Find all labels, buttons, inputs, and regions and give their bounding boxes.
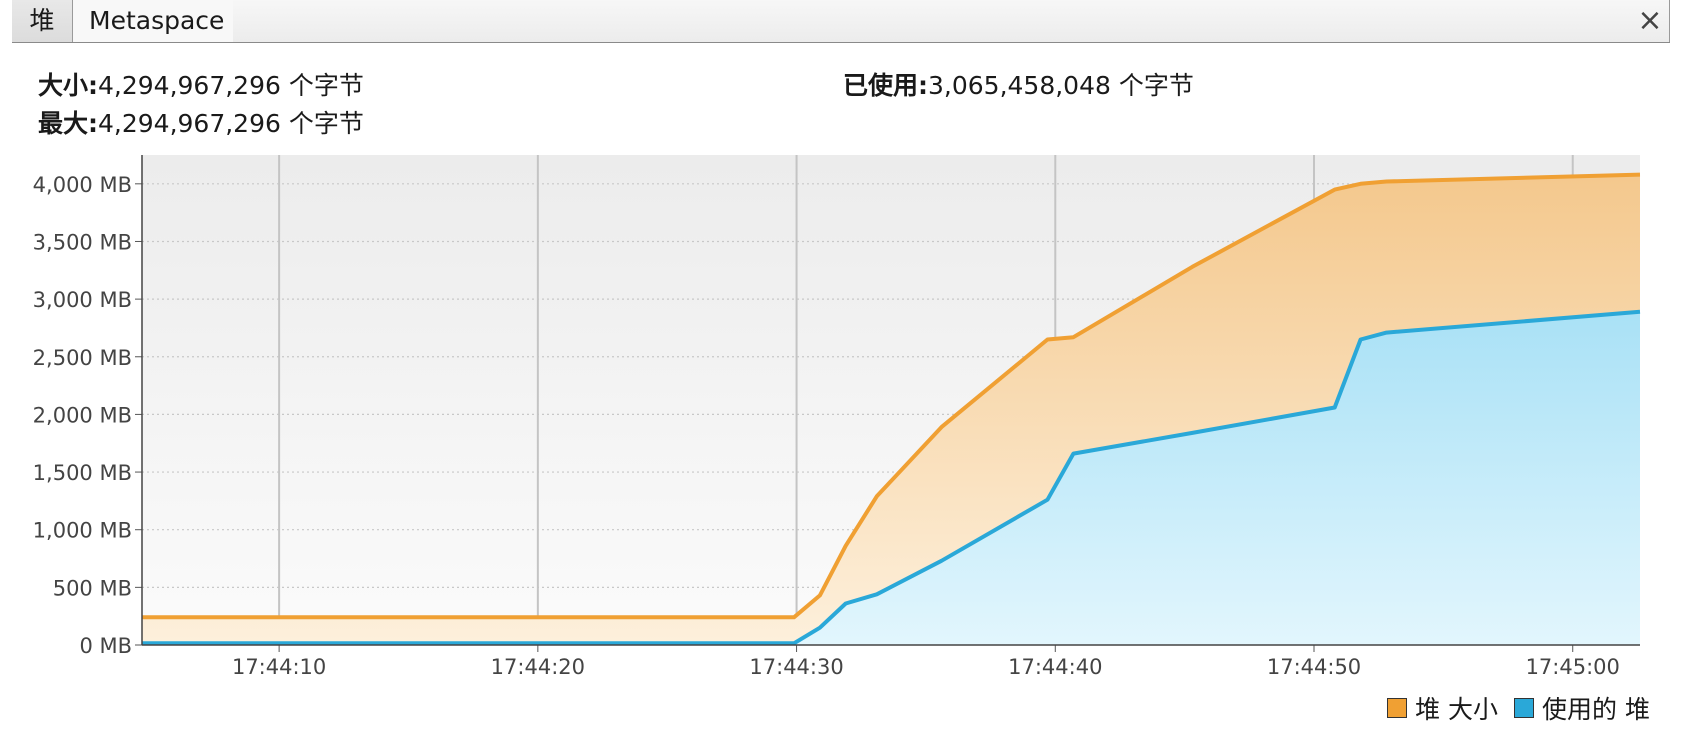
legend-swatch-heap-size [1387, 698, 1408, 718]
chart-legend: 堆 大小 使用的 堆 [1379, 690, 1650, 726]
stat-max-value: 4,294,967,296 个字节 [98, 109, 364, 138]
tab-heap[interactable]: 堆 [12, 0, 73, 42]
stat-size-label: 大小: [38, 71, 98, 100]
y-tick-label: 0 MB [79, 634, 132, 658]
legend-item-heap-size: 堆 大小 [1387, 690, 1498, 726]
stat-size-value: 4,294,967,296 个字节 [98, 71, 364, 100]
tab-bar-background [12, 0, 1670, 42]
y-tick-label: 3,500 MB [33, 230, 132, 254]
x-tick-label: 17:44:30 [749, 655, 843, 679]
series-area-1 [142, 311, 1640, 645]
series-line-0 [142, 172, 1641, 620]
tab-metaspace[interactable]: Metaspace [73, 0, 233, 42]
y-tick-label: 4,000 MB [33, 173, 132, 197]
stat-used: 已使用:3,065,458,048 个字节 [843, 66, 1194, 102]
y-tick-label: 2,000 MB [33, 403, 132, 427]
x-tick-label: 17:44:20 [491, 655, 585, 679]
legend-item-used-heap: 使用的 堆 [1514, 690, 1650, 726]
heap-chart: 0 MB 500 MB 1,000 MB 1,500 MB 2,000 MB 2,500 … [0, 145, 1682, 734]
legend-swatch-used-heap [1514, 698, 1535, 718]
stat-max-label: 最大: [38, 109, 98, 138]
axes [141, 155, 1640, 646]
stat-used-value: 3,065,458,048 个字节 [928, 71, 1194, 100]
y-tick-label: 500 MB [53, 576, 132, 600]
x-tick-label: 17:44:10 [232, 655, 326, 679]
stat-used-label: 已使用: [843, 71, 928, 100]
heap-stats: 大小:4,294,967,296 个字节 最大:4,294,967,296 个字… [0, 60, 1682, 140]
x-tick-label: 17:45:00 [1526, 655, 1620, 679]
y-tick-label: 1,500 MB [33, 461, 132, 485]
tick-labels: 0 MB 500 MB 1,000 MB 1,500 MB 2,000 MB 2,500 … [33, 173, 1620, 679]
y-tick-label: 3,000 MB [33, 288, 132, 312]
close-icon[interactable]: × [1637, 3, 1663, 38]
heap-chart-svg: 0 MB 500 MB 1,000 MB 1,500 MB 2,000 MB 2,500 … [33, 155, 1641, 679]
series-line-1 [142, 309, 1641, 646]
stat-size: 大小:4,294,967,296 个字节 [38, 66, 364, 102]
x-tick-label: 17:44:40 [1008, 655, 1102, 679]
y-tick-label: 1,000 MB [33, 519, 132, 543]
tab-bar: 堆 Metaspace × [0, 0, 1682, 44]
tab-bar-divider [12, 42, 1670, 43]
legend-label-heap-size: 堆 大小 [1415, 695, 1499, 724]
x-tick-label: 17:44:50 [1267, 655, 1361, 679]
legend-label-used-heap: 使用的 堆 [1542, 695, 1650, 724]
y-tick-label: 2,500 MB [33, 346, 132, 370]
stat-max: 最大:4,294,967,296 个字节 [38, 104, 364, 140]
series-areas [142, 172, 1641, 646]
